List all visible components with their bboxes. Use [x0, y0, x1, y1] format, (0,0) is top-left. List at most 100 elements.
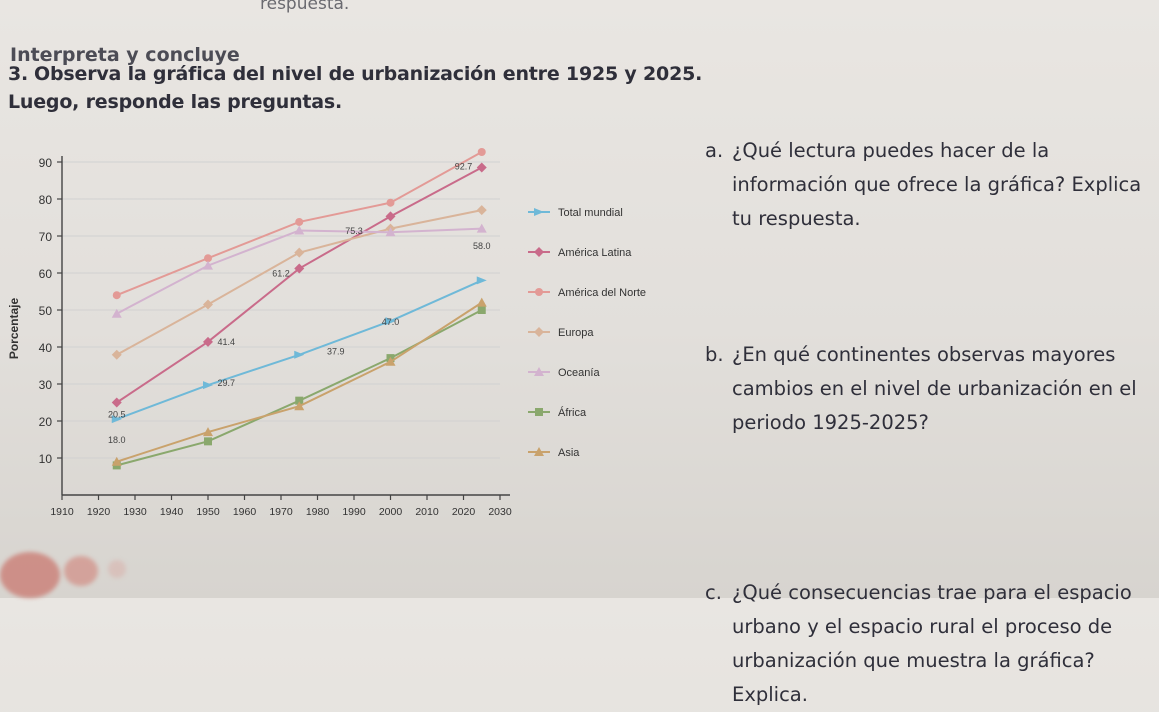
data-point: [203, 381, 213, 390]
legend-label: Asia: [558, 447, 580, 459]
y-tick-label: 20: [39, 415, 53, 429]
data-point: [204, 254, 212, 263]
data-point: [203, 299, 213, 310]
x-tick-label: 2020: [452, 506, 476, 518]
data-point: [476, 223, 487, 233]
data-point: [203, 336, 213, 347]
data-label: 92.7: [455, 161, 473, 171]
data-point: [477, 148, 486, 157]
data-point: [111, 308, 122, 318]
section-title: Interpreta y concluye: [10, 44, 240, 66]
data-label: 61.2: [272, 269, 290, 279]
legend-marker: [534, 208, 544, 216]
data-point: [111, 456, 122, 466]
legend-label: Total mundial: [558, 207, 623, 219]
legend-marker: [534, 447, 544, 456]
data-point: [476, 162, 487, 173]
legend-label: Oceanía: [558, 367, 600, 379]
decorative-blob: [0, 552, 60, 598]
y-axis-label: Porcentaje: [7, 297, 21, 359]
x-tick-label: 2010: [415, 506, 439, 518]
decorative-blob: [108, 560, 126, 578]
previous-page-snippet: respuesta.: [260, 0, 350, 14]
legend-marker: [535, 408, 543, 416]
x-tick-label: 1990: [342, 506, 366, 518]
question-a: a. ¿Qué lectura puedes hacer de la infor…: [705, 134, 1159, 236]
question-c: c. ¿Qué consecuencias trae para el espac…: [705, 576, 1159, 712]
data-point: [477, 306, 486, 314]
series-line-6: [116, 301, 483, 463]
x-tick-label: 1960: [233, 506, 257, 518]
data-label: 29.7: [217, 378, 235, 388]
question-a-text: ¿Qué lectura puedes hacer de la informac…: [732, 139, 1142, 230]
decorative-blob: [64, 556, 98, 586]
data-point: [385, 317, 396, 326]
y-tick-label: 80: [39, 193, 53, 207]
data-label: 47.0: [382, 317, 400, 327]
data-point: [111, 397, 122, 408]
series-line-5: [116, 309, 483, 467]
question-3: 3. Observa la gráfica del nivel de urbani…: [8, 60, 708, 116]
legend-marker: [534, 367, 544, 376]
question-c-text: ¿Qué consecuencias trae para el espacio …: [732, 581, 1132, 706]
data-point: [204, 437, 212, 446]
question-3-number: 3.: [8, 63, 29, 85]
data-point: [112, 291, 121, 300]
x-tick-label: 2030: [488, 506, 512, 518]
question-b-label: b.: [705, 343, 724, 366]
y-tick-label: 10: [39, 452, 53, 466]
legend-label: África: [558, 406, 587, 419]
x-tick-label: 1940: [160, 506, 184, 518]
y-tick-label: 70: [39, 230, 53, 244]
data-label: 20.5: [108, 409, 126, 419]
legend-marker: [535, 288, 543, 296]
question-a-label: a.: [705, 139, 724, 162]
data-point: [385, 211, 396, 222]
data-label: 18.0: [108, 435, 126, 445]
y-tick-label: 50: [39, 304, 53, 318]
x-tick-label: 1980: [306, 506, 330, 518]
data-point: [294, 401, 305, 411]
question-c-label: c.: [705, 581, 722, 604]
legend-marker: [534, 247, 544, 257]
question-b: b. ¿En qué continentes observas mayores …: [705, 338, 1159, 440]
urbanization-chart: 10 20 30 40 50 60 70 80 90 1910 1920 1930 1940 1950 19…: [0, 140, 720, 540]
questions-block: a. ¿Qué lectura puedes hacer de la infor…: [705, 134, 1159, 706]
y-tick-label: 30: [39, 378, 53, 392]
data-label: 37.9: [327, 346, 345, 356]
x-tick-label: 1920: [87, 506, 111, 518]
data-point: [295, 396, 304, 405]
data-point: [111, 415, 122, 424]
data-point: [476, 205, 487, 216]
data-point: [294, 263, 305, 274]
x-tick-label: 1930: [123, 506, 147, 518]
x-tick-label: 1970: [269, 506, 293, 518]
data-point: [294, 247, 305, 258]
data-point: [386, 198, 395, 207]
legend-marker: [534, 327, 544, 337]
x-tick-label: 1910: [50, 506, 74, 518]
question-3-text: Observa la gráfica del nivel de urbaniza…: [8, 63, 703, 113]
x-tick-label: 1950: [196, 506, 220, 518]
legend-label: América del Norte: [558, 287, 646, 299]
data-point: [203, 260, 213, 270]
data-point: [476, 297, 487, 307]
question-b-text: ¿En qué continentes observas mayores cam…: [732, 343, 1137, 434]
y-tick-label: 40: [39, 341, 53, 355]
legend-label: América Latina: [558, 247, 632, 259]
data-point: [203, 427, 213, 437]
data-label: 75.3: [345, 226, 363, 236]
y-tick-label: 60: [39, 267, 53, 281]
data-point: [111, 349, 122, 360]
data-label: 58.0: [473, 241, 491, 251]
data-point: [385, 356, 396, 366]
y-tick-label: 90: [39, 156, 53, 170]
data-point: [294, 225, 305, 235]
x-tick-label: 2000: [379, 506, 403, 518]
data-point: [385, 227, 396, 237]
data-point: [295, 217, 304, 226]
data-label: 41.4: [217, 337, 235, 347]
legend-label: Europa: [558, 327, 594, 339]
data-point: [476, 276, 487, 285]
